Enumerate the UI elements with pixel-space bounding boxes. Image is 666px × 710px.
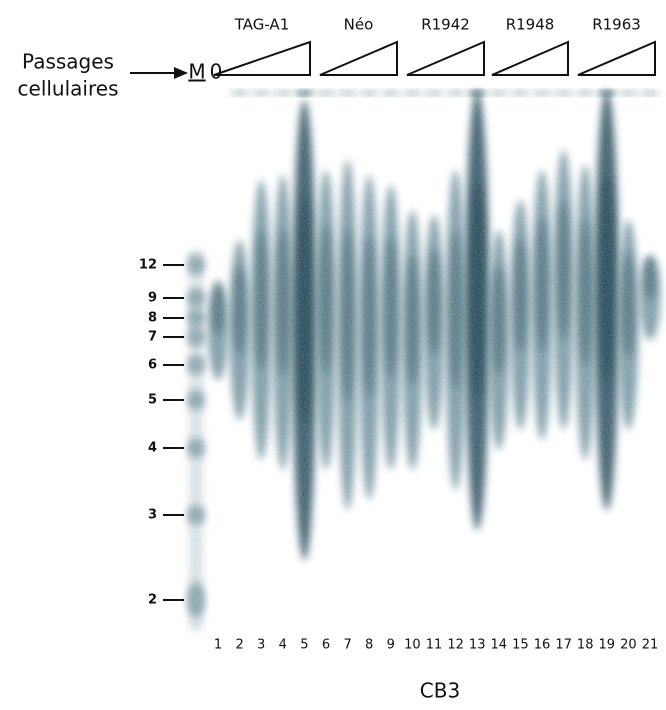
size-label: 8 — [148, 311, 157, 326]
size-label: 5 — [148, 393, 157, 408]
size-label: 3 — [148, 508, 157, 523]
group-label: R1948 — [506, 16, 555, 34]
gradient-triangle — [577, 40, 656, 76]
arrow-head — [174, 67, 188, 79]
lane-number: 1 — [214, 638, 222, 653]
lane-number: 19 — [599, 638, 616, 653]
lane-number: 2 — [235, 638, 243, 653]
lane-number: 8 — [365, 638, 373, 653]
lane-number: 3 — [257, 638, 265, 653]
group-label: R1963 — [592, 16, 641, 34]
lane-number: 17 — [555, 638, 572, 653]
gradient-triangle — [319, 40, 398, 76]
group-label: TAG-A1 — [234, 16, 290, 34]
lane-number: 9 — [387, 638, 395, 653]
footer-label: CB3 — [420, 679, 460, 703]
group-label: R1942 — [421, 16, 470, 34]
lane-number: 12 — [447, 638, 464, 653]
size-label: 7 — [148, 330, 157, 345]
size-label: 2 — [148, 593, 157, 608]
lane-number: 16 — [534, 638, 551, 653]
group-label: Néo — [344, 16, 374, 34]
lane-number: 10 — [404, 638, 421, 653]
lane-number: 6 — [322, 638, 330, 653]
lane-number: 15 — [512, 638, 529, 653]
passages-label: Passages — [22, 50, 114, 74]
lane-number: 18 — [577, 638, 594, 653]
passages-label: cellulaires — [18, 77, 119, 101]
size-label: 12 — [139, 258, 157, 273]
gradient-triangle — [406, 40, 485, 76]
lane-number: 7 — [343, 638, 351, 653]
zero-label: 0 — [210, 60, 223, 84]
gradient-triangle — [213, 40, 311, 76]
size-label: 6 — [148, 358, 157, 373]
gel-lanes — [180, 85, 660, 630]
grain — [180, 85, 660, 625]
gradient-triangle — [491, 40, 569, 76]
lane-number: 14 — [491, 638, 508, 653]
size-label: 9 — [148, 291, 157, 306]
lane-number: 13 — [469, 638, 486, 653]
lane-number: 21 — [642, 638, 659, 653]
marker-label: M — [188, 60, 205, 84]
lane-number: 11 — [426, 638, 443, 653]
size-label: 4 — [148, 441, 157, 456]
lane-number: 5 — [300, 638, 308, 653]
lane-number: 20 — [620, 638, 637, 653]
lane-number: 4 — [279, 638, 287, 653]
